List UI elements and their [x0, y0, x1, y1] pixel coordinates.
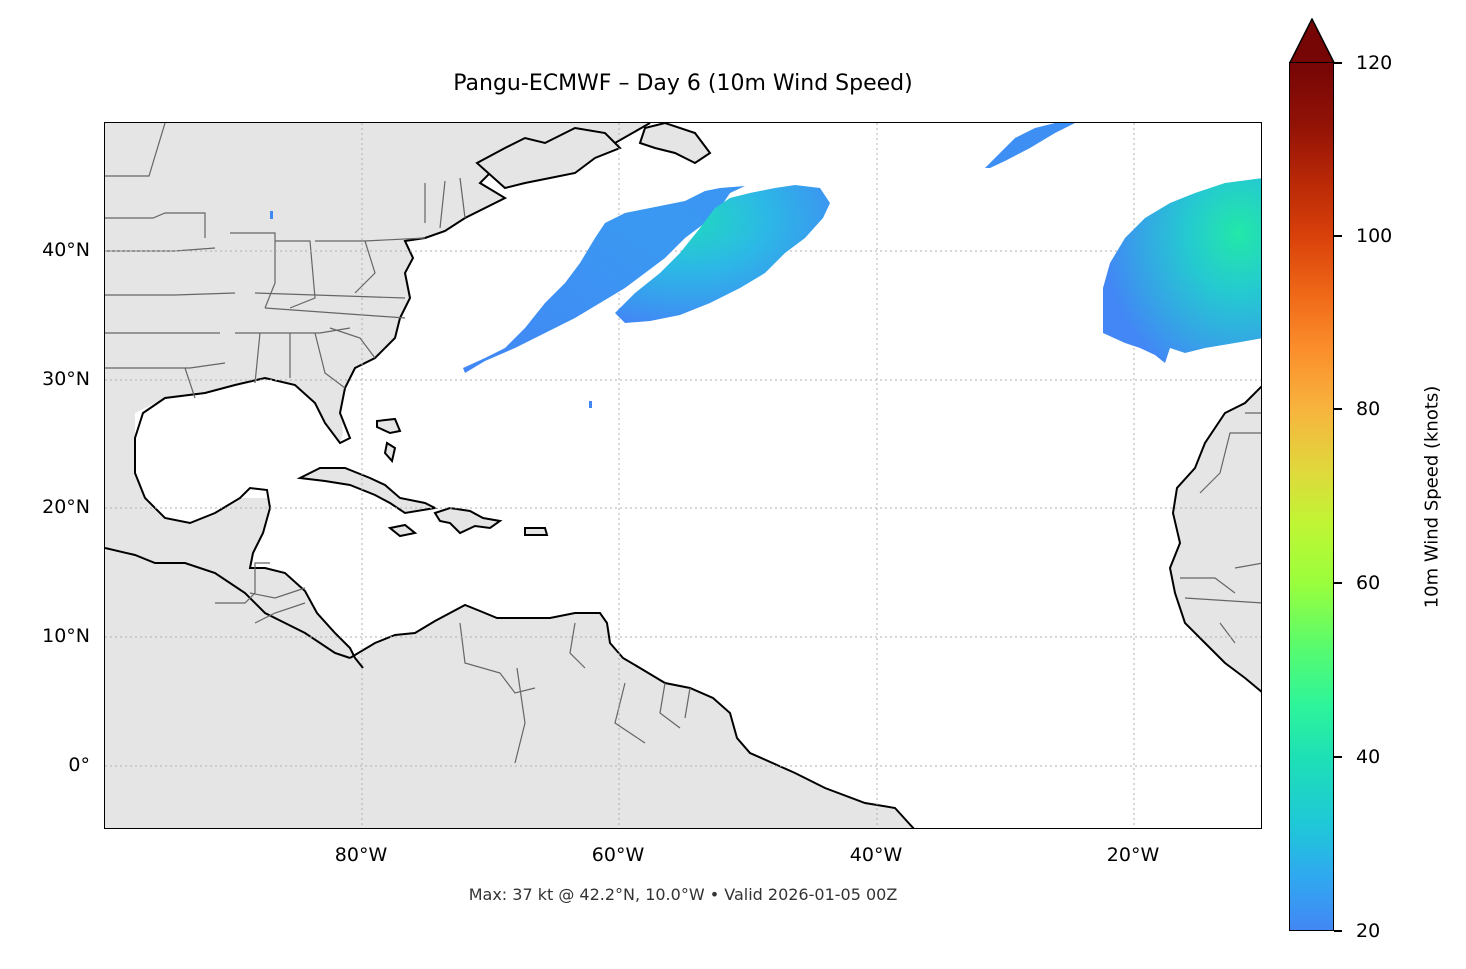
wind-strip-north [985, 123, 1075, 168]
gulf-of-mexico [135, 378, 350, 523]
wind-speck-lakes [270, 211, 273, 219]
colorbar-tick-120 [1334, 62, 1342, 64]
wind-speck-atlantic [589, 401, 592, 408]
caribbean-sea [253, 508, 575, 658]
colorbar-tick-100 [1334, 235, 1342, 237]
political-borders [105, 123, 1261, 764]
wind-region-east [1103, 178, 1261, 363]
ytick-30n: 30°N [42, 368, 90, 390]
colorbar-label-100: 100 [1356, 225, 1393, 247]
land-maritimes [475, 126, 622, 190]
colorbar-tick-60 [1334, 582, 1342, 584]
ytick-20n: 20°N [42, 496, 90, 518]
island-jamaica [387, 523, 418, 538]
ytick-40n: 40°N [42, 239, 90, 261]
map-panel [104, 122, 1262, 829]
xtick-80w: 80°W [334, 844, 388, 866]
island-puerto-rico [524, 527, 549, 536]
coastline-south-america [349, 603, 915, 828]
wind-band-western [463, 186, 745, 373]
land-west-africa [1168, 385, 1261, 693]
colorbar-label-60: 60 [1356, 572, 1381, 594]
land-newfoundland [638, 123, 712, 165]
wind-band-central [615, 185, 830, 323]
island-cuba [296, 467, 439, 515]
ytick-0: 0° [68, 754, 90, 776]
ytick-10n: 10°N [42, 625, 90, 647]
colorbar-label-120: 120 [1356, 52, 1393, 74]
coastline-pacific [105, 547, 351, 659]
land-north-america [105, 123, 650, 828]
colorbar-label-20: 20 [1356, 920, 1381, 942]
land-south-america [345, 605, 914, 828]
colorbar-label-40: 40 [1356, 746, 1381, 768]
island-hispaniola [433, 506, 503, 535]
colorbar-tick-80 [1334, 408, 1342, 410]
map-title: Pangu-ECMWF – Day 6 (10m Wind Speed) [453, 71, 913, 96]
colorbar-tick-40 [1334, 756, 1342, 758]
xtick-60w: 60°W [591, 844, 645, 866]
xtick-40w: 40°W [849, 844, 903, 866]
max-info-footnote: Max: 37 kt @ 42.2°N, 10.0°W • Valid 2026… [468, 885, 898, 904]
colorbar-tick-20 [1334, 930, 1342, 932]
coastline-east-us [134, 123, 651, 669]
colorbar-label-80: 80 [1356, 398, 1381, 420]
island-bahamas [376, 417, 402, 464]
colorbar-title: 10m Wind Speed (knots) [1421, 385, 1443, 609]
map-canvas [105, 123, 1261, 828]
colorbar [1289, 62, 1334, 931]
xtick-20w: 20°W [1106, 844, 1160, 866]
colorbar-extend-arrow [1289, 18, 1335, 64]
gridlines [105, 123, 1261, 828]
